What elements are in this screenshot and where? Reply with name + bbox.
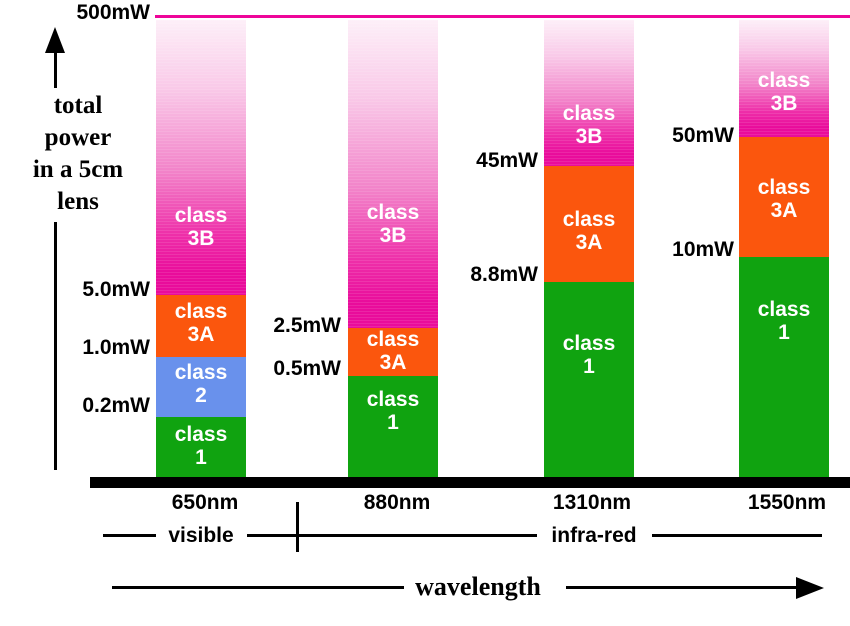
threshold-label: 2.5mW (273, 314, 341, 337)
max-power-label: 500mW (76, 1, 150, 24)
y-axis-title: total power in a 5cm lens (32, 92, 124, 215)
bar-segment-1310nm-class-3A (544, 166, 634, 282)
visible-range-line-left (103, 534, 156, 537)
bar-segment-650nm-class-1 (156, 417, 246, 477)
group-label-infrared: infra-red (551, 524, 637, 547)
bar-segment-1310nm-class-3B (544, 20, 634, 166)
bar-segment-label: class 1 (562, 332, 616, 378)
bar-segment-1550nm-class-3B (739, 20, 829, 137)
x-axis-category-label: 1550nm (747, 491, 827, 514)
group-divider-tick (296, 502, 299, 552)
max-power-line (155, 15, 850, 18)
bar-segment-label: class 3A (562, 208, 616, 254)
threshold-label: 8.8mW (470, 263, 538, 286)
wavelength-arrow-shaft (566, 586, 798, 589)
infrared-range-line-right (652, 534, 822, 537)
threshold-label: 1.0mW (82, 336, 150, 359)
x-axis-category-label: 880nm (363, 491, 431, 514)
wavelength-line-left (112, 586, 404, 589)
wavelength-arrow-head-icon (796, 577, 824, 599)
bar-segment-label: class 3B (757, 69, 811, 115)
bar-segment-label: class 3B (366, 201, 420, 247)
bar-segment-label: class 3A (366, 328, 420, 374)
visible-range-line-right (247, 534, 297, 537)
threshold-label: 0.2mW (82, 394, 150, 417)
bar-segment-label: class 1 (757, 298, 811, 344)
bar-segment-650nm-class-3B (156, 20, 246, 295)
y-axis-up-arrow-shaft (54, 50, 57, 88)
y-axis-up-arrow-icon (45, 27, 65, 53)
bar-segment-650nm-class-2 (156, 357, 246, 417)
bar-segment-880nm-class-1 (348, 376, 438, 477)
bar-segment-1550nm-class-3A (739, 137, 829, 257)
x-axis-category-label: 1310nm (552, 491, 632, 514)
threshold-label: 10mW (672, 238, 734, 261)
bar-segment-label: class 3B (562, 102, 616, 148)
bar-segment-880nm-class-3A (348, 328, 438, 376)
bar-segment-1310nm-class-1 (544, 282, 634, 477)
bar-segment-880nm-class-3B (348, 20, 438, 328)
bar-segment-label: class 1 (366, 388, 420, 434)
threshold-label: 45mW (476, 149, 538, 172)
bar-segment-label: class 1 (174, 423, 228, 469)
x-axis-baseline (90, 477, 850, 488)
y-axis-line (54, 222, 57, 470)
threshold-label: 5.0mW (82, 278, 150, 301)
bar-segment-label: class 3A (757, 176, 811, 222)
bar-segment-label: class 3B (174, 204, 228, 250)
bar-segment-650nm-class-3A (156, 295, 246, 357)
group-label-visible: visible (168, 524, 234, 547)
x-axis-category-label: 650nm (171, 491, 239, 514)
infrared-range-line-left (299, 534, 537, 537)
x-axis-title: wavelength (415, 572, 541, 601)
bar-segment-label: class 3A (174, 300, 228, 346)
bar-segment-1550nm-class-1 (739, 257, 829, 477)
bar-segment-label: class 2 (174, 361, 228, 407)
threshold-label: 0.5mW (273, 357, 341, 380)
threshold-label: 50mW (672, 124, 734, 147)
